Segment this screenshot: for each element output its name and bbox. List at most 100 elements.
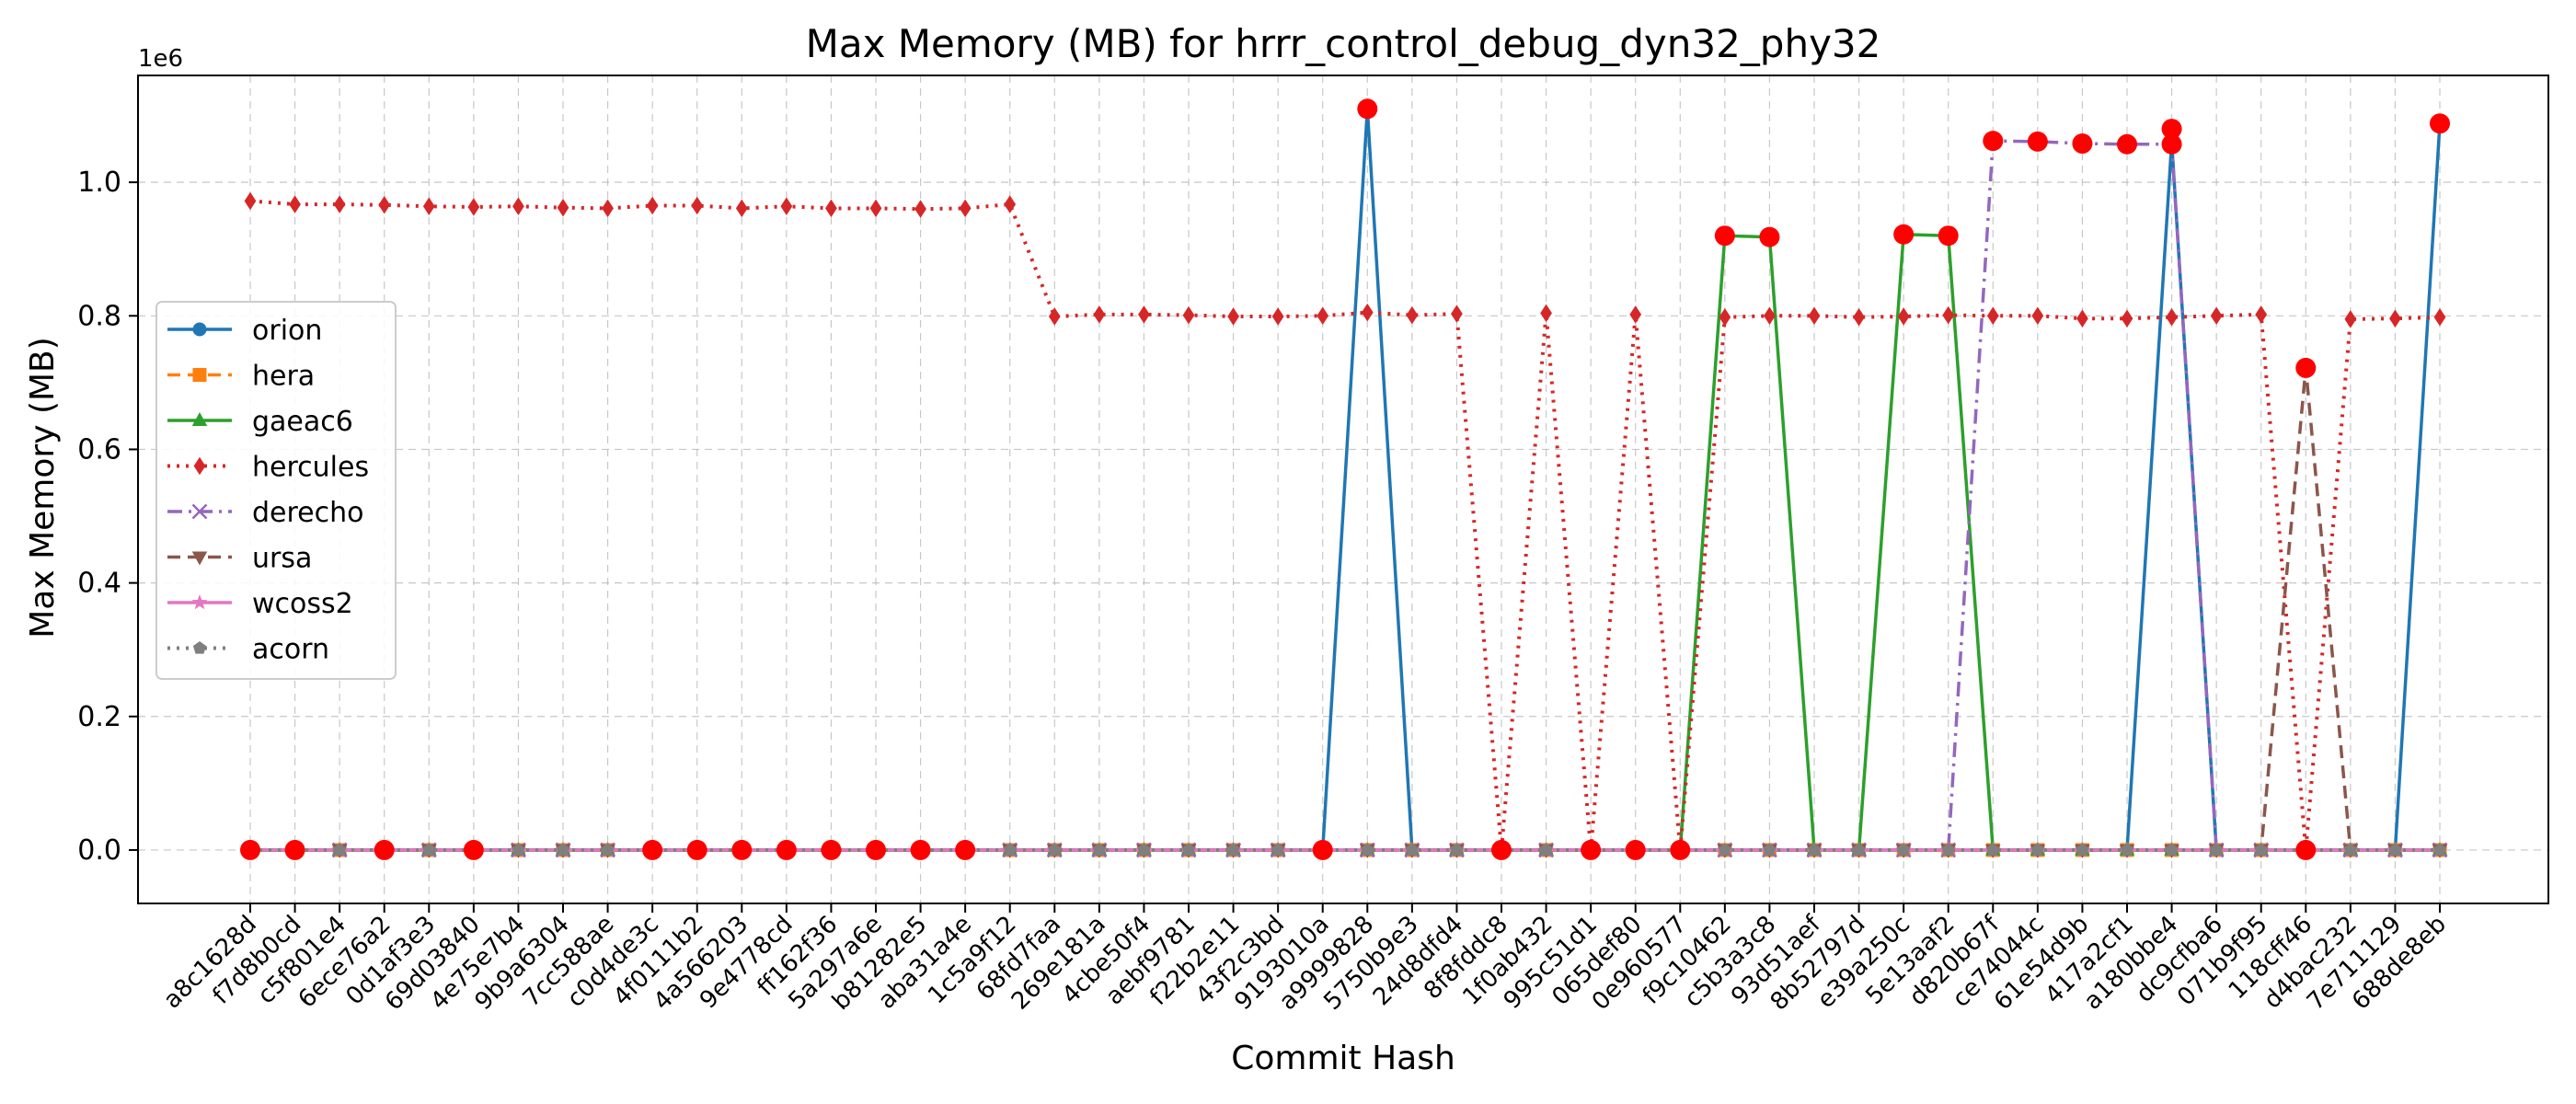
data-point-acorn bbox=[1718, 843, 1731, 857]
legend-label: derecho bbox=[252, 497, 364, 529]
legend-label: ursa bbox=[252, 543, 312, 575]
data-point-hercules bbox=[2076, 309, 2088, 328]
data-point-hercules bbox=[735, 199, 748, 218]
highlight-point bbox=[821, 839, 842, 860]
data-point-acorn bbox=[1271, 843, 1285, 857]
data-point-acorn bbox=[1763, 843, 1777, 857]
data-point-hercules bbox=[2210, 306, 2223, 326]
y-tick-label: 0.0 bbox=[77, 834, 121, 867]
legend-item-gaeac6: gaeac6 bbox=[167, 406, 353, 438]
legend-label: hercules bbox=[252, 452, 369, 484]
data-point-hercules bbox=[2344, 310, 2357, 328]
highlight-point bbox=[1938, 225, 1959, 247]
legend-marker-hercules bbox=[193, 456, 206, 476]
data-point-hercules bbox=[2166, 307, 2178, 327]
data-point-hercules bbox=[1897, 307, 1910, 326]
highlight-point bbox=[1714, 225, 1735, 247]
data-point-hercules bbox=[557, 198, 569, 217]
highlight-point bbox=[1983, 131, 2004, 152]
data-point-hercules bbox=[2255, 305, 2268, 324]
legend-marker-wcoss2 bbox=[191, 594, 208, 610]
highlight-point bbox=[910, 839, 931, 860]
data-point-hercules bbox=[1227, 307, 1239, 326]
data-point-hercules bbox=[378, 196, 391, 214]
legend-item-acorn: acorn bbox=[167, 634, 329, 666]
y-tick-label: 0.4 bbox=[77, 568, 121, 600]
data-point-hercules bbox=[1853, 307, 1865, 327]
data-point-acorn bbox=[1897, 843, 1911, 857]
highlight-point bbox=[240, 839, 260, 860]
data-point-hercules bbox=[422, 197, 435, 216]
data-point-acorn bbox=[1539, 843, 1553, 857]
x-axis-label: Commit Hash bbox=[1231, 1040, 1455, 1077]
legend-item-ursa: ursa bbox=[167, 543, 312, 575]
data-point-hercules bbox=[1004, 195, 1017, 213]
data-point-hercules bbox=[825, 199, 837, 218]
highlight-point bbox=[1312, 839, 1333, 860]
data-point-hercules bbox=[1138, 305, 1150, 324]
highlight-point bbox=[2072, 133, 2093, 155]
highlight-point bbox=[2117, 133, 2137, 155]
highlight-point bbox=[2161, 133, 2182, 155]
highlight-point bbox=[1759, 226, 1780, 247]
highlight-point bbox=[2161, 119, 2182, 140]
legend-item-orion: orion bbox=[167, 315, 322, 347]
highlight-point bbox=[866, 839, 886, 860]
y-tick-label: 1.0 bbox=[77, 167, 121, 199]
data-point-hercules bbox=[1451, 305, 1463, 323]
data-point-acorn bbox=[1450, 843, 1464, 857]
series-line-hercules bbox=[249, 199, 2441, 852]
y-tick-label: 0.6 bbox=[77, 433, 121, 466]
highlight-point bbox=[776, 839, 797, 860]
data-point-hercules bbox=[333, 195, 346, 213]
legend-marker-orion bbox=[192, 322, 207, 337]
highlight-point bbox=[1581, 839, 1602, 860]
data-point-hercules bbox=[244, 191, 257, 211]
highlight-point bbox=[2295, 357, 2317, 378]
data-point-hercules bbox=[1271, 307, 1284, 326]
data-point-hercules bbox=[1629, 305, 1642, 324]
legend-item-derecho: derecho bbox=[167, 497, 364, 529]
highlight-point bbox=[1625, 839, 1646, 860]
y-axis: 0.0 0.2 0.4 0.6 0.8 1.0 bbox=[77, 167, 138, 867]
data-point-acorn bbox=[422, 843, 436, 857]
highlight-point bbox=[2027, 131, 2048, 152]
legend-label: acorn bbox=[252, 634, 329, 666]
data-point-acorn bbox=[2343, 843, 2357, 857]
legend-label: wcoss2 bbox=[252, 588, 353, 620]
data-point-acorn bbox=[601, 843, 615, 857]
data-point-acorn bbox=[1807, 843, 1822, 857]
data-point-hercules bbox=[1540, 304, 1552, 323]
y-tick-label: 0.2 bbox=[77, 701, 121, 733]
data-point-hercules bbox=[602, 199, 614, 218]
highlight-point bbox=[1491, 839, 1512, 860]
data-point-acorn bbox=[1986, 843, 2000, 857]
legend-item-hercules: hercules bbox=[167, 452, 369, 484]
data-point-acorn bbox=[2076, 843, 2089, 857]
y-offset-label: 1e6 bbox=[138, 45, 183, 73]
legend-label: orion bbox=[252, 315, 322, 347]
data-point-hercules bbox=[512, 197, 524, 216]
data-point-acorn bbox=[1092, 843, 1106, 857]
data-point-hercules bbox=[1406, 305, 1419, 325]
grid bbox=[138, 75, 2548, 903]
legend-marker-ursa bbox=[191, 551, 208, 566]
highlight-point bbox=[642, 839, 663, 860]
data-point-hercules bbox=[1942, 305, 1955, 325]
y-tick-label: 0.8 bbox=[77, 300, 121, 332]
legend: orion hera gaeac6 hercules derecho ursa wcoss2… bbox=[155, 301, 397, 680]
highlight-point bbox=[955, 839, 976, 860]
data-point-acorn bbox=[1137, 843, 1151, 857]
legend-label: gaeac6 bbox=[252, 406, 353, 438]
highlight-point bbox=[1893, 224, 1915, 245]
data-point-hercules bbox=[2031, 306, 2044, 326]
highlight-point bbox=[284, 839, 305, 860]
highlight-point bbox=[1670, 839, 1691, 860]
data-point-hercules bbox=[1764, 306, 1776, 326]
highlight-point bbox=[686, 839, 707, 860]
legend-item-hera: hera bbox=[167, 361, 315, 393]
data-point-acorn bbox=[2030, 843, 2044, 857]
data-point-hercules bbox=[691, 196, 704, 215]
data-point-hercules bbox=[780, 197, 793, 216]
